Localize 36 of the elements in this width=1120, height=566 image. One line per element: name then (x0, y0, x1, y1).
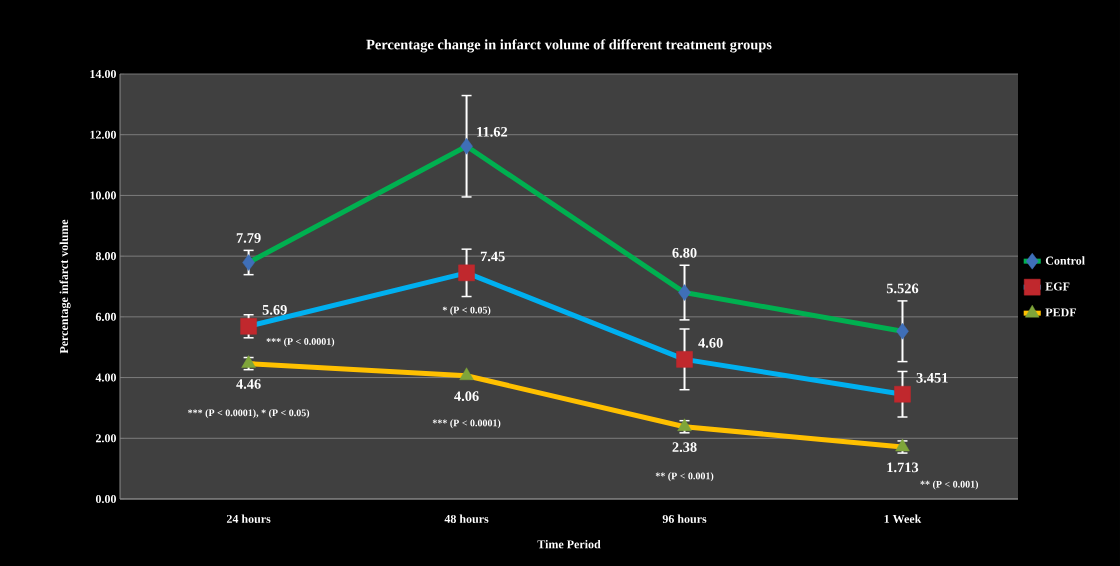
annotation: ** (P < 0.001) (920, 480, 979, 490)
y-tick-label: 8.00 (95, 252, 116, 261)
x-tick-label: 48 hours (444, 514, 489, 523)
data-label: 11.62 (477, 126, 508, 137)
data-label: 4.60 (698, 338, 723, 348)
data-label: 5.69 (262, 304, 287, 315)
y-tick-label: 0.00 (95, 494, 116, 504)
y-tick-label: 12.00 (90, 130, 117, 139)
annotation: ** (P < 0.001) (655, 472, 714, 482)
annotation: *** (P < 0.0001), * (P < 0.05) (188, 409, 310, 419)
x-tick-label: 24 hours (226, 514, 271, 523)
y-tick-label: 6.00 (95, 312, 116, 321)
annotation: *** (P < 0.0001) (432, 419, 501, 429)
y-tick-label: 4.00 (95, 373, 116, 382)
legend-label: PEDF (1045, 308, 1077, 317)
y-tick-label: 14.00 (90, 69, 117, 79)
legend-label: EGF (1045, 282, 1070, 291)
y-tick-label: 10.00 (90, 191, 117, 200)
y-axis-title: Percentage infarct volume (59, 219, 71, 354)
y-tick-label: 2.00 (95, 434, 116, 443)
x-tick-label: 96 hours (662, 514, 707, 523)
data-label: 4.46 (236, 379, 261, 389)
data-label: 6.80 (672, 247, 697, 258)
data-label: 7.79 (236, 233, 261, 243)
x-tick-label: 1 Week (884, 514, 922, 524)
annotation: * (P < 0.05) (442, 306, 491, 316)
data-label: 5.526 (886, 283, 919, 294)
annotation: *** (P < 0.0001) (266, 337, 335, 347)
chart-title: Percentage change in infarct volume of different treatment groups (366, 39, 772, 53)
data-label: 4.06 (454, 391, 479, 402)
data-label: 7.45 (480, 251, 505, 262)
data-label: 1.713 (887, 462, 919, 473)
data-label: 2.38 (672, 442, 697, 453)
x-axis-title: Time Period (537, 539, 601, 549)
legend-label: Control (1045, 256, 1085, 265)
data-label: 3.451 (916, 372, 948, 383)
